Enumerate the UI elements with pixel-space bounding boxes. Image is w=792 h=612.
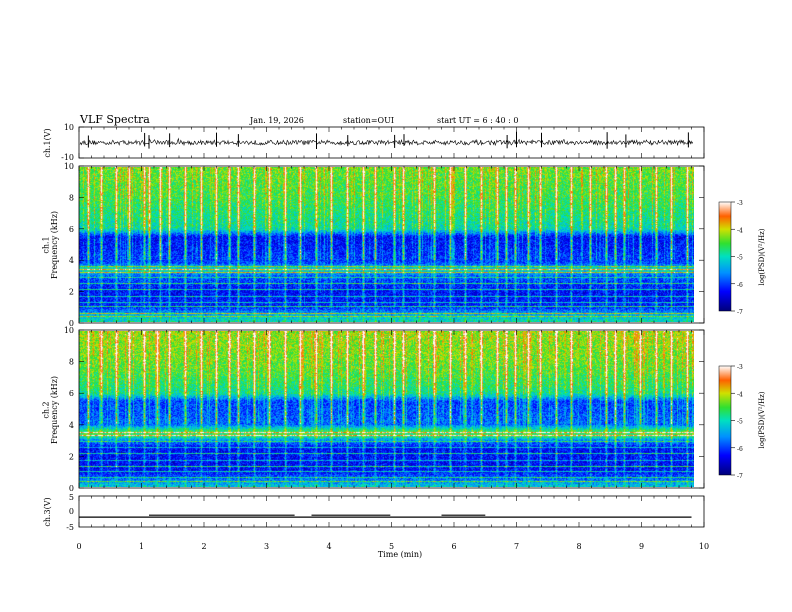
ch3-ytick-bottom: -5 (66, 523, 74, 532)
x-tick-label: 7 (514, 542, 519, 551)
freq-tick-label: 10 (64, 326, 74, 335)
ch2-colorbar-ticks: -3 -4 -5 -6 -7 (731, 364, 743, 480)
colorbar-tick-label: -3 (737, 200, 743, 207)
freq-tick-label: 10 (64, 162, 74, 171)
colorbar-tick-label: -7 (737, 309, 743, 316)
ch1-colorbar (718, 201, 732, 312)
freq-tick-label: 6 (69, 389, 74, 398)
freq-tick-label: 2 (69, 288, 74, 297)
start-time-label: start UT = 6 : 40 : 0 (437, 116, 518, 125)
x-tick-label: 5 (389, 542, 394, 551)
ch3-ytick-top: 5 (69, 493, 74, 502)
ch1-colorbar-ticks: -3 -4 -5 -6 -7 (731, 200, 743, 316)
freq-tick-label: 2 (69, 452, 74, 461)
ch2-spectrogram-ytick-labels: 0 2 4 6 8 10 (64, 326, 704, 493)
x-tick-label: 3 (264, 542, 269, 551)
ch1-colorbar-label: log(PSD)(V²/Hz) (758, 228, 766, 285)
freq-tick-label: 8 (69, 193, 74, 202)
station-label: station=OUI (343, 116, 394, 125)
freq-tick-label: 8 (69, 358, 74, 367)
colorbar-tick-label: -4 (737, 227, 743, 234)
ch1-heatmap-host (79, 167, 694, 322)
ch1-spikes (79, 126, 689, 159)
x-tick-label: 4 (326, 542, 331, 551)
ch2-heatmap-host (79, 331, 694, 487)
ch3-x-ticks (78, 496, 705, 527)
ch1-panel: 10 -10 ch.1(V) (43, 123, 705, 162)
freq-tick-label: 4 (69, 421, 74, 430)
ch3-ylabel: ch.3(V) (43, 497, 52, 526)
x-tick-label: 0 (76, 542, 81, 551)
figure-title: VLF Spectra (79, 113, 150, 126)
x-tick-label: 1 (139, 542, 144, 551)
ch3-ytick-mid: 0 (69, 507, 74, 516)
x-tick-label: 8 (576, 542, 581, 551)
x-axis-label: Time (min) (378, 550, 422, 559)
spectrogram-ylabel-line: Frequency (kHz) (50, 376, 59, 444)
ch1-trace (79, 137, 694, 147)
freq-tick-label: 0 (69, 319, 74, 328)
ch2-spectrogram-panel: 0 2 4 6 8 10 ch.2Frequency (kHz) -3 -4 -5 -6 -7 l… (41, 326, 766, 493)
freq-tick-label: 0 (69, 484, 74, 493)
ch2-colorbar-label: log(PSD)(V²/Hz) (758, 391, 766, 448)
freq-tick-label: 6 (69, 225, 74, 234)
spectrogram-ylabel-line: ch.1 (41, 236, 50, 253)
spectrogram-ylabel-line: Frequency (kHz) (50, 211, 59, 279)
ch1-spectrogram-ticks (78, 166, 705, 323)
ch1-heatmap (79, 167, 694, 322)
ch1-spectrogram-ytick-labels: 0 2 4 6 8 10 (64, 162, 704, 328)
ch2-spectrogram-ylabel: ch.2Frequency (kHz) (41, 376, 59, 444)
colorbar-tick-label: -5 (737, 255, 743, 262)
colorbar-tick-label: -3 (737, 364, 743, 371)
ch2-spectrogram-ticks (78, 330, 705, 488)
x-tick-label: 10 (699, 542, 709, 551)
x-tick-label: 6 (451, 542, 456, 551)
ch3-trace (79, 514, 692, 518)
x-tick-labels: 0 1 2 3 4 5 6 7 8 9 10 (76, 542, 709, 551)
ch1-spectrogram-ylabel-channel: ch.1Frequency (kHz) (41, 211, 59, 279)
ch1-ytick-top: 10 (64, 123, 74, 132)
ch1-ylabel: ch.1(V) (43, 128, 52, 157)
colorbar-tick-label: -7 (737, 473, 743, 480)
ch2-heatmap (79, 331, 694, 487)
x-tick-label: 9 (639, 542, 644, 551)
freq-tick-label: 4 (69, 256, 74, 265)
date-label: Jan. 19, 2026 (249, 116, 304, 125)
ch3-frame (78, 495, 705, 528)
colorbar-tick-label: -6 (737, 446, 743, 453)
spectrogram-ylabel-line: ch.2 (41, 401, 50, 418)
ch1-ytick-bottom: -10 (61, 153, 74, 162)
colorbar-tick-label: -5 (737, 419, 743, 426)
ch3-panel: 5 0 -5 ch.3(V) 0 1 2 3 4 5 6 7 8 9 10 Time (min) (43, 493, 709, 559)
colorbar-tick-label: -6 (737, 282, 743, 289)
x-tick-label: 2 (201, 542, 206, 551)
ch1-spectrogram-panel: 0 2 4 6 8 10 ch.1Frequency (kHz) -3 -4 -5 -6 -7 l… (41, 162, 766, 328)
colorbar-tick-label: -4 (737, 391, 743, 398)
ch2-colorbar (718, 365, 732, 476)
ch1-x-ticks (78, 127, 705, 158)
